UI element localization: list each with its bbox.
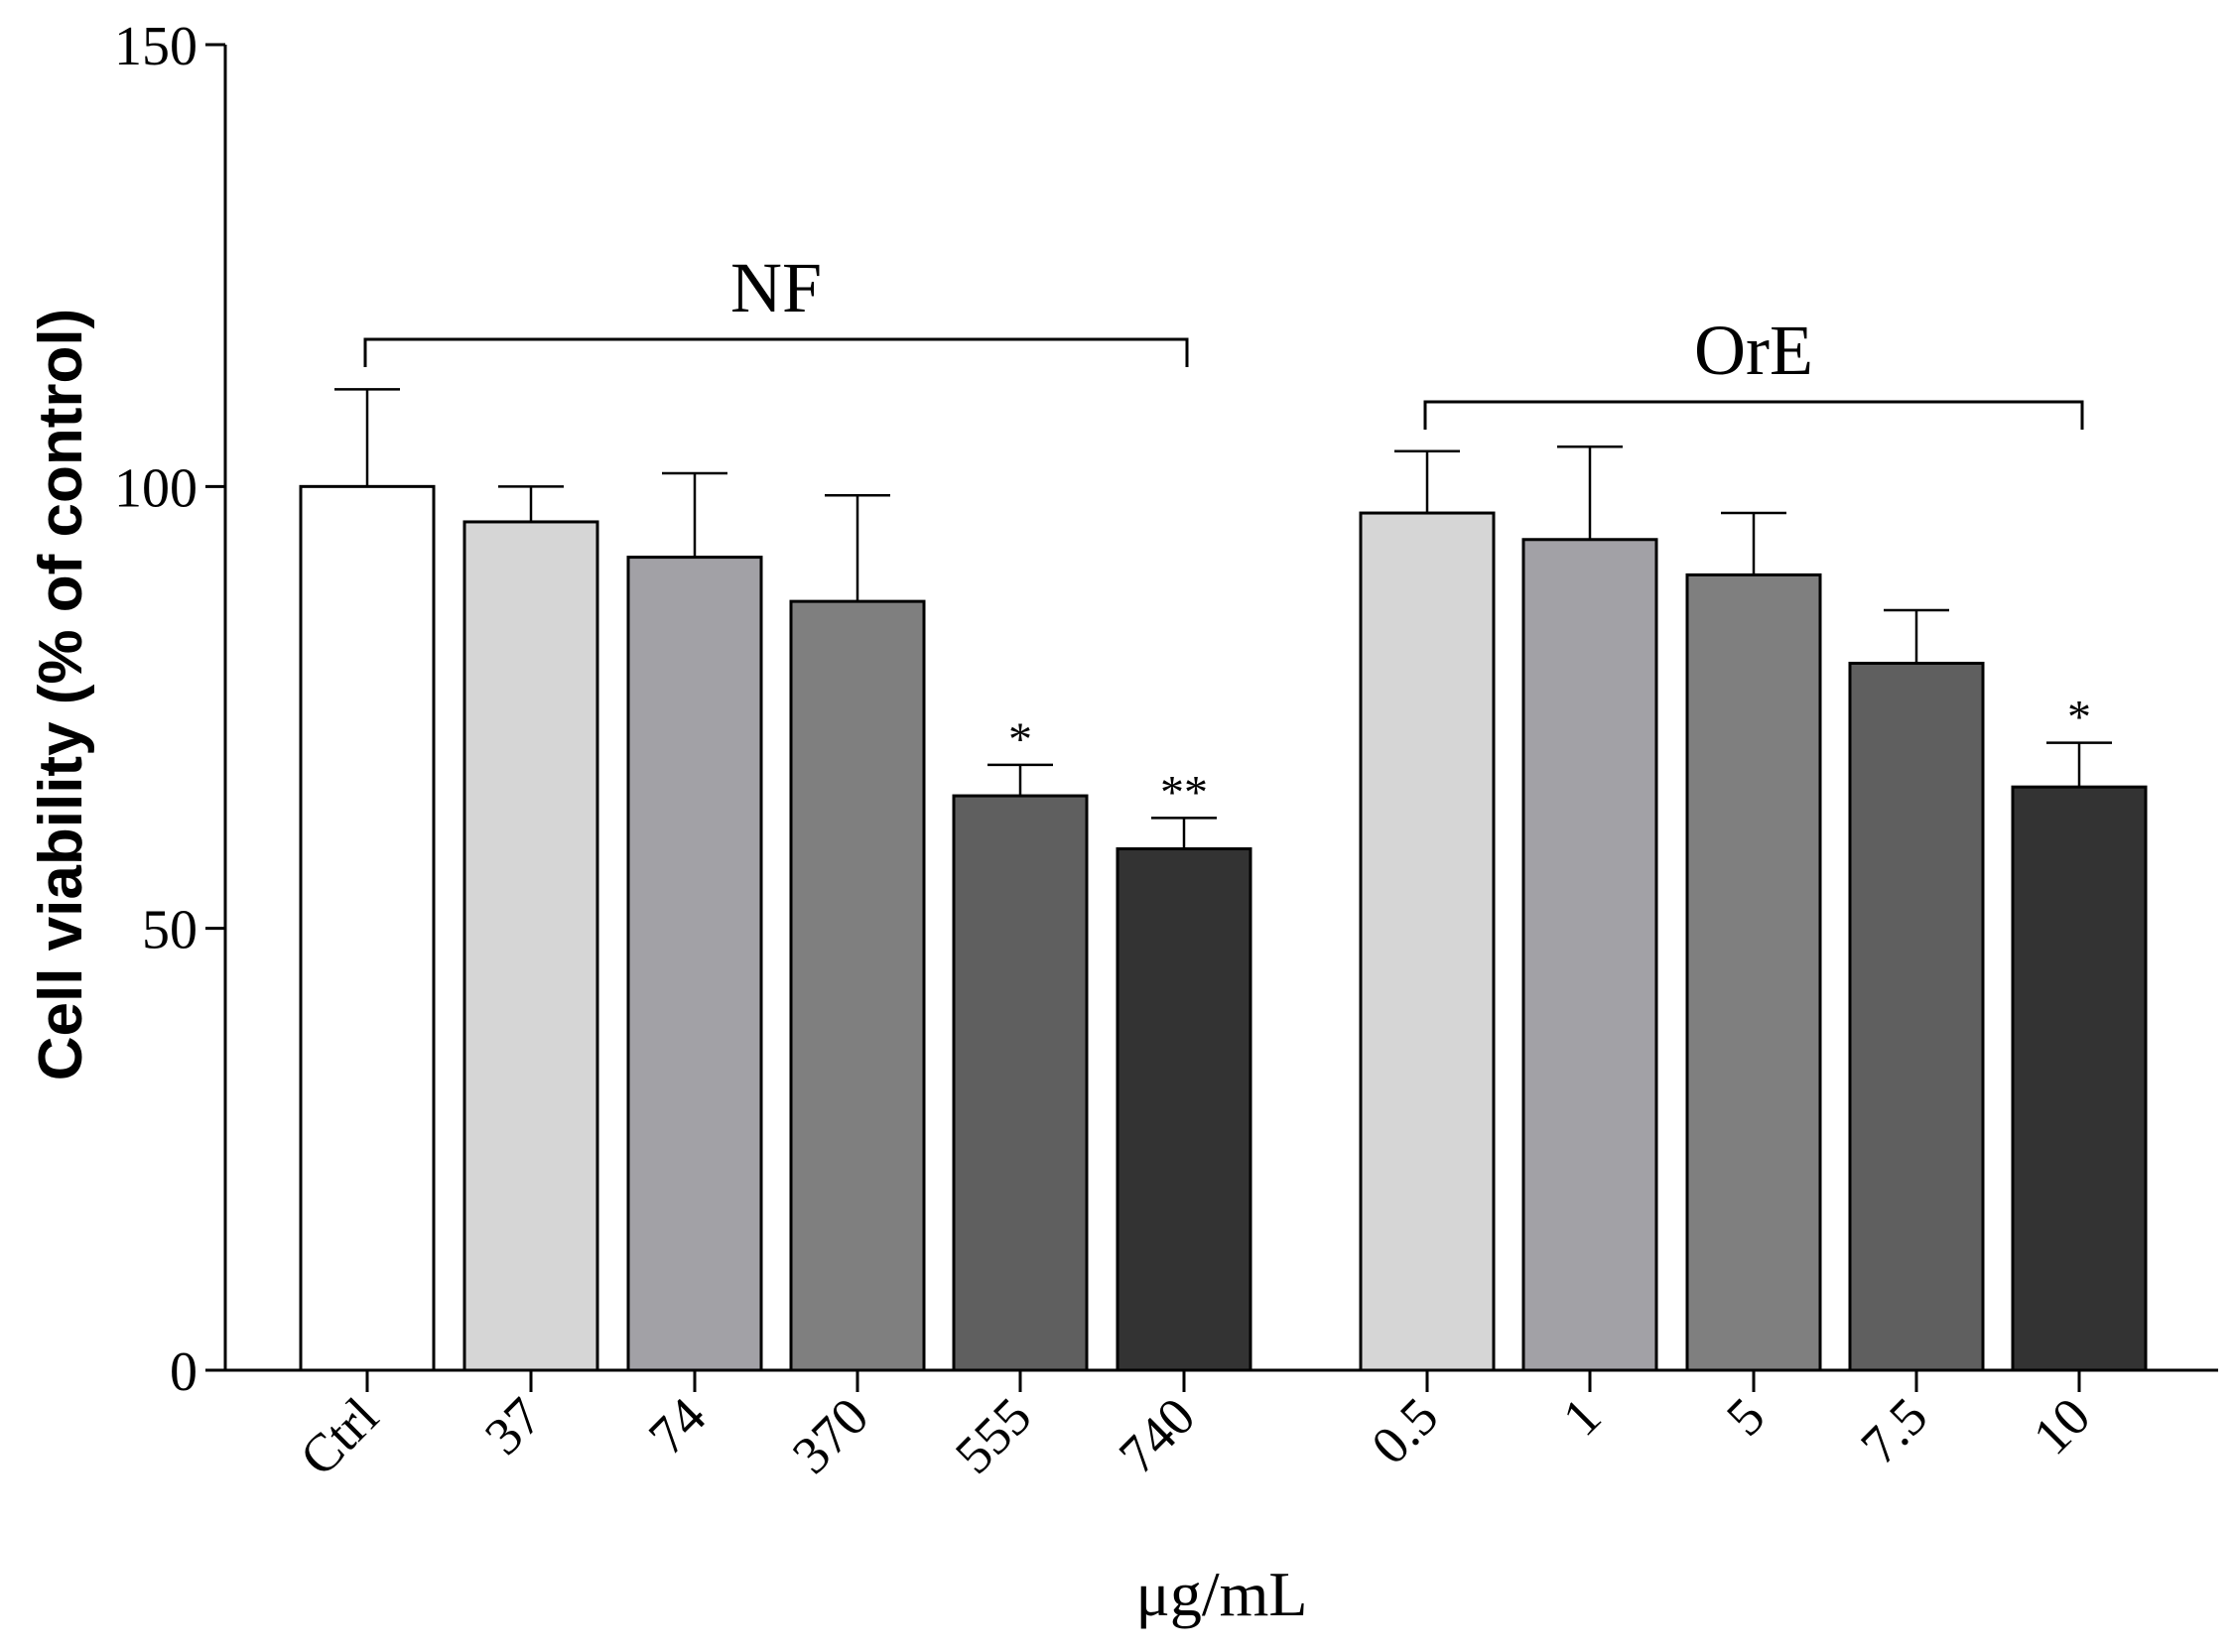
significance-marker: ** (1160, 766, 1208, 819)
x-tick-label: 74 (637, 1386, 718, 1466)
bar (626, 556, 763, 1372)
x-tick-label: 5 (1715, 1386, 1776, 1448)
bar (1116, 847, 1252, 1372)
y-tick-label: 150 (114, 16, 197, 77)
y-ticks-layer: 0 50 100 150 (114, 16, 225, 1403)
x-tick-label: 10 (2022, 1386, 2102, 1466)
bar (789, 599, 926, 1372)
bar (1521, 538, 1658, 1372)
axes-layer (205, 45, 2218, 1372)
group-label: OrE (1694, 311, 1813, 390)
x-tick-label: 370 (781, 1386, 880, 1485)
bar (1685, 572, 1822, 1372)
bar (2011, 785, 2148, 1372)
bar (952, 794, 1089, 1372)
y-tick-label: 100 (114, 457, 197, 519)
group-bracket (1423, 400, 2084, 430)
x-tick-label: Ctrl (289, 1386, 390, 1487)
bar (1848, 661, 1985, 1372)
x-ticks-layer: Ctrl 37 74 370 555 740 0.5 1 5 7.5 10 (289, 1370, 2102, 1487)
x-tick-label: 1 (1551, 1386, 1613, 1448)
y-tick-label: 50 (142, 900, 197, 961)
bar (299, 484, 436, 1372)
significance-marker: * (2067, 692, 2091, 744)
bar (1359, 511, 1496, 1372)
x-tick-label: 740 (1108, 1386, 1207, 1485)
group-brackets-layer: NF OrE (363, 248, 2084, 430)
error-bars-layer (334, 388, 2112, 849)
x-axis-title: μg/mL (1136, 1559, 1308, 1629)
group-bracket (363, 337, 1189, 367)
bars-layer (299, 484, 2148, 1372)
significance-marker: * (1008, 713, 1032, 766)
x-tick-label: 7.5 (1849, 1386, 1938, 1475)
bar (462, 520, 599, 1372)
x-tick-label: 555 (944, 1386, 1043, 1485)
y-axis-title: Cell viability (% of control) (27, 309, 95, 1081)
x-tick-label: 37 (473, 1386, 554, 1466)
x-tick-label: 0.5 (1360, 1386, 1449, 1475)
group-label: NF (730, 248, 822, 327)
significance-layer: **** (1008, 692, 2091, 820)
y-tick-label: 0 (170, 1341, 197, 1403)
